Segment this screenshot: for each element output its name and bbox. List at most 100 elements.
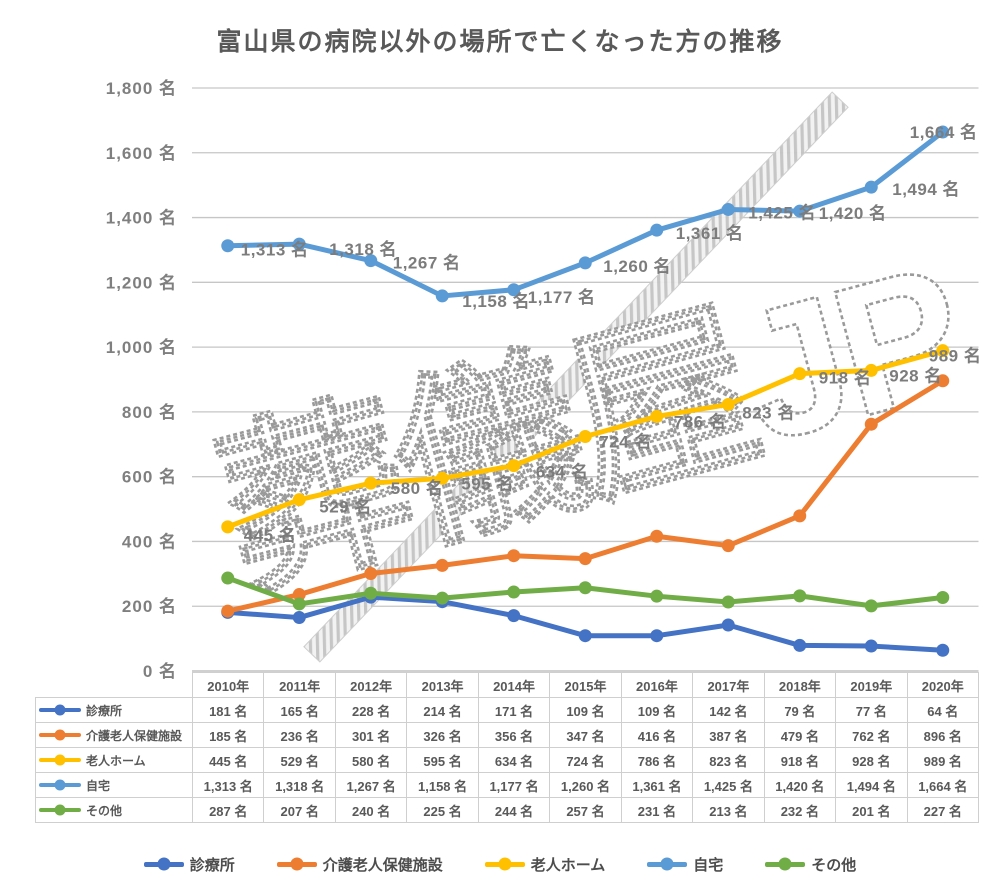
data-label: 786 名: [674, 411, 727, 431]
data-label: 989 名: [929, 346, 982, 366]
value-cell: 326 名: [406, 722, 479, 748]
legend-key-dot-icon: [54, 804, 66, 816]
value-cell: 1,420 名: [763, 772, 837, 798]
series-name: 介護老人保健施設: [86, 728, 183, 743]
legend-label: 自宅: [693, 856, 724, 874]
value-cell: 244 名: [477, 797, 551, 823]
series-point: [650, 409, 664, 423]
legend-item: 診療所: [143, 854, 235, 875]
year-header-cell: 2020年: [906, 672, 980, 698]
series-point: [292, 493, 306, 507]
year-header-cell: 2017年: [692, 672, 765, 698]
y-axis-label: 1,600 名: [106, 143, 177, 163]
data-table: 2010年 2011年 2012年 2013年 2014年 2015年 2016年 2017年…: [35, 672, 980, 823]
value-cell: 77 名: [835, 697, 908, 723]
series-point: [864, 417, 878, 431]
data-label: 1,664 名: [910, 122, 978, 142]
value-cell: 236 名: [263, 722, 336, 748]
data-label: 1,420 名: [819, 203, 887, 223]
y-axis-label: 800 名: [122, 402, 177, 422]
chart-title: 富山県の病院以外の場所で亡くなった方の推移: [216, 28, 784, 56]
y-axis-label: 1,800 名: [106, 78, 177, 98]
value-cell: 928 名: [835, 747, 908, 773]
value-cell: 232 名: [763, 797, 837, 823]
value-cell: 181 名: [191, 697, 265, 723]
value-cell: 595 名: [406, 747, 479, 773]
series-name: 自宅: [86, 778, 111, 793]
value-cell: 257 名: [549, 797, 622, 823]
data-label: 1,267 名: [393, 253, 461, 273]
watermark-band: [303, 91, 849, 663]
data-label: 724 名: [599, 432, 652, 452]
y-axis-label: 400 名: [122, 531, 177, 551]
series-point: [793, 638, 807, 652]
legend-key-dot-icon: [54, 754, 66, 766]
series-point: [578, 581, 592, 595]
value-cell: 823 名: [692, 747, 765, 773]
year-header-cell: 2016年: [620, 672, 694, 698]
legend-label: 老人ホーム: [530, 856, 606, 874]
table-row: 自宅 1,313 名 1,318 名 1,267 名 1,158 名 1,177 名 1,2…: [35, 772, 980, 798]
value-cell: 1,267 名: [334, 772, 408, 798]
legend-key-dot-icon: [660, 857, 674, 871]
series-point: [578, 552, 592, 566]
table-row: 老人ホーム 445 名 529 名 580 名 595 名 634 名 724 名 786 名…: [35, 747, 980, 773]
series-2: [221, 344, 950, 534]
legend-key-icon: [39, 754, 81, 766]
series-point: [578, 629, 592, 643]
value-cell: 214 名: [406, 697, 479, 723]
legend-label: その他: [811, 856, 857, 874]
value-cell: 1,425 名: [692, 772, 765, 798]
data-label: 928 名: [889, 365, 942, 385]
series-point: [578, 430, 592, 444]
value-cell: 529 名: [263, 747, 336, 773]
value-cell: 1,313 名: [191, 772, 265, 798]
year-header-cell: 2015年: [549, 672, 622, 698]
legend-key-icon: [39, 704, 81, 716]
series-point: [435, 558, 449, 572]
series-name: その他: [86, 803, 123, 818]
series-row-label: 介護老人保健施設: [35, 722, 193, 748]
series-point: [364, 567, 378, 581]
year-header-cell: 2019年: [835, 672, 908, 698]
data-label: 823 名: [742, 402, 795, 422]
legend-key-icon: [39, 804, 81, 816]
series-point: [793, 509, 807, 523]
value-cell: 64 名: [906, 697, 980, 723]
series-name: 診療所: [86, 703, 123, 718]
value-cell: 356 名: [477, 722, 551, 748]
data-label: 529 名: [319, 497, 372, 517]
series-point: [507, 459, 521, 473]
series-point: [793, 204, 807, 218]
year-header-cell: 2014年: [477, 672, 551, 698]
value-cell: 1,158 名: [406, 772, 479, 798]
data-label: 580 名: [391, 478, 444, 498]
table-row: 介護老人保健施設 185 名 236 名 301 名 326 名 356 名 347 名 41…: [35, 722, 980, 748]
series-point: [292, 597, 306, 611]
series-point: [864, 639, 878, 653]
legend-key-icon: [765, 857, 806, 871]
value-cell: 240 名: [334, 797, 408, 823]
series-4: [221, 571, 950, 613]
year-header-cell: 2011年: [263, 672, 336, 698]
legend-key-dot-icon: [54, 779, 66, 791]
legend-key-dot-icon: [498, 857, 512, 871]
value-cell: 231 名: [620, 797, 694, 823]
legend-key-dot-icon: [157, 857, 171, 871]
year-header-cell: 2010年: [191, 672, 265, 698]
series-point: [507, 283, 521, 297]
chart-legend: 診療所 介護老人保健施設 老人ホーム 自宅 その他: [0, 846, 1000, 882]
legend-item: 介護老人保健施設: [276, 854, 443, 875]
value-cell: 142 名: [692, 697, 765, 723]
legend-key-icon: [484, 857, 525, 871]
series-point: [364, 476, 378, 490]
value-cell: 724 名: [549, 747, 622, 773]
value-cell: 989 名: [906, 747, 980, 773]
series-point: [936, 344, 950, 358]
data-label: 918 名: [819, 368, 872, 388]
series-point: [793, 367, 807, 381]
value-cell: 228 名: [334, 697, 408, 723]
series-point: [364, 254, 378, 268]
series-point: [578, 256, 592, 270]
data-label: 445 名: [244, 525, 297, 545]
